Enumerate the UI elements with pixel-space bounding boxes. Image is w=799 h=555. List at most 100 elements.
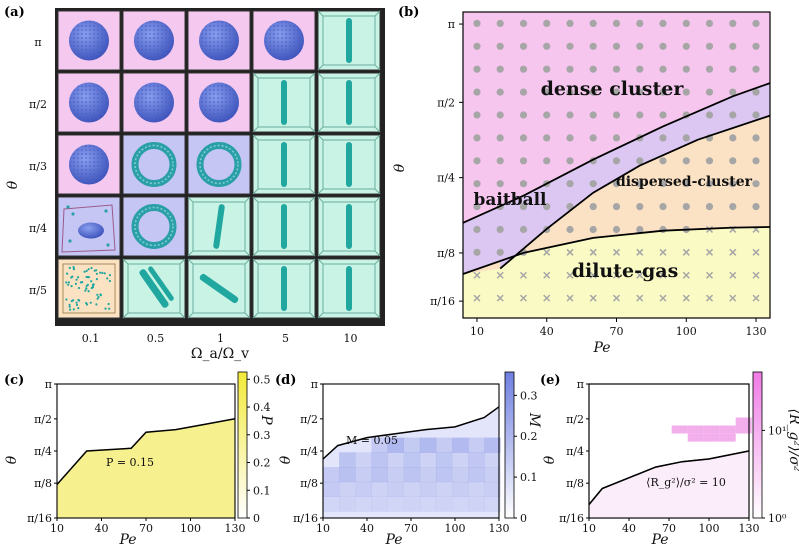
snapshot-cell xyxy=(187,134,251,195)
contour-annotation: ⟨R_g²⟩/σ² = 10 xyxy=(646,476,726,489)
snapshot-cell xyxy=(122,72,186,133)
data-point-cluster xyxy=(659,225,667,234)
box-edge xyxy=(252,188,259,195)
data-point-cluster xyxy=(589,134,597,142)
data-point-cluster xyxy=(473,180,481,188)
data-point-cluster xyxy=(496,180,504,188)
cbar-tick-label: 0.4 xyxy=(253,401,271,414)
heatmap-cell xyxy=(371,496,388,512)
x-tick-label: 70 xyxy=(139,522,153,535)
box-edge xyxy=(317,134,324,141)
heatmap-cell xyxy=(339,481,356,497)
data-point-cluster xyxy=(496,88,504,96)
heatmap-cell xyxy=(419,452,437,468)
box-edge xyxy=(317,126,324,133)
boundary-baitball xyxy=(499,114,771,270)
data-point-cluster xyxy=(705,111,714,119)
cluster-band xyxy=(199,273,239,304)
data-point-gas xyxy=(496,294,504,302)
x-tick-label: 130 xyxy=(739,522,760,535)
gas-particle xyxy=(69,308,72,311)
y-tick-label: π/8 xyxy=(437,247,455,260)
gas-particle xyxy=(108,274,112,277)
heatmap-cell xyxy=(387,452,404,468)
dense-cluster-texture xyxy=(69,20,109,61)
data-point-gas xyxy=(612,294,621,302)
snapshot-cell xyxy=(187,196,251,257)
data-point-cluster xyxy=(473,225,481,234)
data-point-cluster xyxy=(519,134,528,142)
snapshot-cell xyxy=(187,72,251,133)
data-point-cluster xyxy=(705,88,714,96)
col-label: 5 xyxy=(282,332,289,345)
data-point-cluster xyxy=(729,65,737,73)
y-tick-label: π/2 xyxy=(566,413,584,426)
heatmap-cell xyxy=(687,425,704,434)
panel-label-d: (d) xyxy=(275,373,296,388)
data-point-gas xyxy=(589,248,597,256)
data-point-gas xyxy=(682,271,690,279)
data-point-gas xyxy=(612,271,621,279)
region-label-dilute: dilute-gas xyxy=(572,260,679,282)
data-point-cluster xyxy=(612,180,621,188)
colorbar xyxy=(752,371,763,519)
data-point-cluster xyxy=(589,88,597,96)
data-point-cluster xyxy=(636,65,644,73)
gas-particle xyxy=(85,287,88,290)
snapshot-cell xyxy=(252,134,316,195)
data-point-cluster xyxy=(543,19,551,27)
heatmap-cell xyxy=(387,496,404,512)
gas-particle xyxy=(90,266,93,270)
data-point-gas xyxy=(636,294,644,302)
cluster-band xyxy=(346,204,352,249)
box-frame xyxy=(322,15,376,66)
heatmap-cell xyxy=(703,433,720,442)
data-point-gas xyxy=(589,294,597,302)
box-edge xyxy=(179,312,186,319)
snapshot-cell xyxy=(317,72,381,133)
data-point-cluster xyxy=(543,111,551,119)
snapshot-cell xyxy=(57,258,121,319)
box-edge xyxy=(317,188,324,195)
box-edge xyxy=(122,258,129,265)
box-edge xyxy=(244,250,251,257)
snapshot-cell xyxy=(57,72,121,133)
heatmap-cell xyxy=(468,452,485,468)
data-point-cluster xyxy=(496,111,504,119)
snapshot-cell xyxy=(317,10,381,71)
gas-particle xyxy=(90,280,93,283)
cbar-tick-label: 0 xyxy=(520,512,527,525)
x-tick-label: 70 xyxy=(404,522,418,535)
data-point-cluster xyxy=(589,19,597,27)
y-tick-label: π/4 xyxy=(34,445,52,458)
region-label-dispersed: dispersed-cluster xyxy=(616,174,753,190)
dense-cluster-texture xyxy=(69,144,109,185)
heatmap-cell xyxy=(419,467,437,483)
data-point-cluster xyxy=(543,65,551,73)
panel-c-heatmap: θ Pe P P = 0.15 10 40 70 100 130 π π/2 π/4 π/8 π/1… xyxy=(4,371,274,548)
heatmap-cell xyxy=(323,481,340,497)
box-edge xyxy=(187,258,194,265)
data-point-gas xyxy=(682,248,690,256)
panel-d-ylabel: θ xyxy=(278,455,294,464)
dense-cluster-texture xyxy=(264,20,304,61)
data-point-cluster xyxy=(566,134,574,142)
panel-label-e: (e) xyxy=(540,373,561,388)
box-edge xyxy=(179,258,186,265)
data-point-cluster xyxy=(566,111,574,119)
y-tick-label: π/2 xyxy=(34,413,52,426)
panel-c-cbar-label: P xyxy=(258,414,274,425)
gas-particle xyxy=(85,269,88,272)
data-point-cluster xyxy=(636,42,644,50)
data-point-cluster xyxy=(519,111,528,119)
data-point-cluster xyxy=(636,111,644,119)
x-tick-label: 100 xyxy=(180,522,201,535)
data-point-cluster xyxy=(659,111,667,119)
snapshot-cell xyxy=(122,134,186,195)
box-frame xyxy=(322,201,376,252)
snapshot-cell xyxy=(317,134,381,195)
data-point-cluster xyxy=(519,180,528,188)
data-point-gas xyxy=(473,271,481,279)
x-tick-label: 40 xyxy=(360,522,374,535)
heatmap-cell xyxy=(452,437,469,453)
